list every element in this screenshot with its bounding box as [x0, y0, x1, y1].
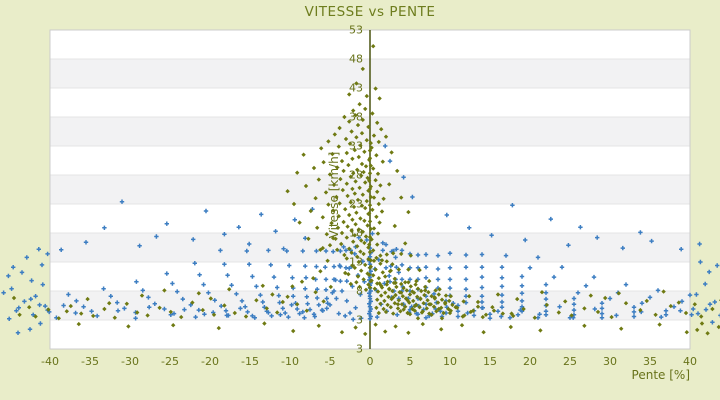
x-tick-label: -40 — [41, 355, 59, 368]
x-tick-label: -35 — [81, 355, 99, 368]
y-tick-label: 48 — [349, 53, 363, 66]
y-axis-title: Vitesse [km/h] — [327, 152, 341, 239]
x-tick-label: 20 — [523, 355, 537, 368]
x-tick-label: -20 — [201, 355, 219, 368]
x-tick-label: 40 — [683, 355, 697, 368]
y-tick-label: 53 — [349, 24, 363, 37]
x-tick-label: 0 — [367, 355, 374, 368]
y-tick-label: 13 — [349, 256, 363, 269]
x-tick-label: -30 — [121, 355, 139, 368]
x-axis-title: Pente [%] — [632, 368, 690, 382]
y-tick-label: 3 — [356, 314, 363, 327]
x-tick-label: -5 — [325, 355, 336, 368]
x-tick-label: -15 — [241, 355, 259, 368]
chart-title: VITESSE vs PENTE — [305, 4, 436, 20]
y-tick-label: 33 — [349, 140, 363, 153]
x-tick-label: 10 — [443, 355, 457, 368]
x-tick-label: 35 — [643, 355, 657, 368]
x-tick-label: 5 — [407, 355, 414, 368]
y-tick-label: 8 — [356, 285, 363, 298]
y-axis-extra-bottom-label: 3 — [356, 343, 363, 356]
x-tick-label: -25 — [161, 355, 179, 368]
x-tick-label: 25 — [563, 355, 577, 368]
y-tick-label: 18 — [349, 227, 363, 240]
x-axis-tick-labels: -40 -35 -30 -25 -20 -15 -10 -5 0 5 10 15 20 25 30 35 40 — [41, 355, 697, 368]
y-tick-label: 23 — [349, 198, 363, 211]
y-tick-label: 38 — [349, 111, 363, 124]
y-tick-label: 43 — [349, 82, 363, 95]
y-tick-label: 28 — [349, 169, 363, 182]
x-tick-label: 30 — [603, 355, 617, 368]
x-tick-label: 15 — [483, 355, 497, 368]
series-blue-points — [1, 143, 720, 335]
x-tick-label: -10 — [281, 355, 299, 368]
